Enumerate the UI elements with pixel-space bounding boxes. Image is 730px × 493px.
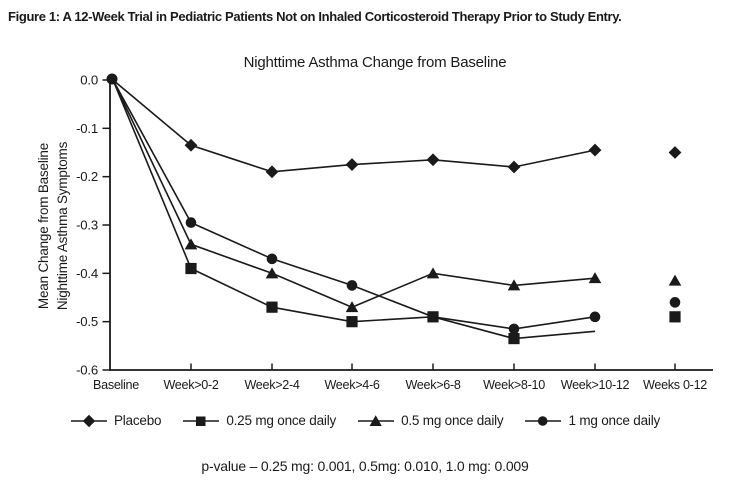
series-line-triangle [112, 79, 596, 309]
legend-marker-diamond-icon [70, 414, 107, 427]
marker-circle [589, 311, 601, 323]
x-axis-tick-label: Week>8-10 [483, 378, 545, 392]
y-axis-tick-label: -0.3 [76, 218, 98, 233]
marker-circle [669, 297, 681, 308]
p-value-footnote: p-value – 0.25 mg: 0.001, 0.5mg: 0.010, … [201, 458, 529, 474]
y-axis-tick-label: -0.1 [76, 121, 98, 136]
legend-item-placebo: Placebo [70, 413, 162, 428]
x-axis-tick-label: Week>2-4 [244, 378, 299, 392]
marker-diamond [345, 158, 359, 171]
marker-diamond [184, 138, 198, 152]
marker-square [508, 332, 520, 345]
marker-circle [508, 323, 520, 335]
legend-label: 1 mg once daily [568, 413, 661, 428]
marker-circle [346, 280, 358, 291]
chart-legend: Placebo 0.25 mg once daily 0.5 mg once d… [0, 413, 730, 428]
marker-triangle [426, 267, 440, 279]
marker-triangle [345, 301, 359, 313]
y-axis-tick-label: -0.6 [76, 363, 98, 378]
marker-square [427, 311, 439, 323]
y-axis-tick-label: -0.5 [76, 314, 98, 329]
marker-diamond [588, 143, 602, 157]
legend-item-0-5mg: 0.5 mg once daily [357, 413, 504, 428]
x-axis-tick-label: Weeks 0-12 [643, 378, 707, 392]
legend-label: 0.25 mg once daily [226, 413, 337, 428]
legend-label: Placebo [113, 413, 162, 428]
chart-title: Nighttime Asthma Change from Baseline [243, 54, 507, 71]
marker-square [669, 311, 681, 323]
marker-triangle [184, 238, 198, 250]
y-axis-tick-label: 0.0 [80, 73, 98, 88]
series-line-square [112, 79, 596, 340]
baseline-origin-dot [106, 73, 118, 85]
legend-marker-circle-icon [525, 415, 562, 426]
legend-marker-square-icon [183, 416, 220, 426]
marker-diamond [668, 146, 682, 159]
legend-label: 0.5 mg once daily [401, 413, 504, 428]
y-axis-tick-label: -0.4 [76, 266, 98, 281]
marker-triangle [507, 279, 521, 291]
marker-triangle [265, 267, 279, 279]
marker-square [266, 301, 278, 313]
legend-item-0-25mg: 0.25 mg once daily [182, 413, 336, 428]
marker-triangle [588, 272, 602, 284]
x-axis-tick-label: Week>0-2 [163, 378, 218, 392]
marker-diamond [426, 153, 440, 167]
series-line-diamond [112, 79, 596, 173]
x-axis-tick-label: Week>4-6 [324, 378, 379, 392]
marker-circle [266, 253, 278, 265]
legend-marker-triangle-icon [358, 414, 395, 426]
x-axis-tick-label: Baseline [93, 378, 139, 392]
marker-circle [185, 217, 197, 228]
axis-lines [109, 76, 713, 371]
marker-diamond [265, 165, 279, 179]
y-axis-tick-label: -0.2 [76, 169, 98, 184]
marker-diamond [507, 160, 521, 174]
x-axis-tick-label: Week>10-12 [561, 378, 630, 392]
marker-square [185, 262, 197, 275]
marker-square [346, 316, 358, 328]
legend-item-1mg: 1 mg once daily [524, 413, 660, 428]
marker-triangle [668, 274, 682, 286]
series-line-circle [112, 79, 596, 330]
x-axis-tick-label: Week>6-8 [405, 378, 460, 392]
figure-caption: Figure 1: A 12-Week Trial in Pediatric P… [8, 9, 622, 24]
